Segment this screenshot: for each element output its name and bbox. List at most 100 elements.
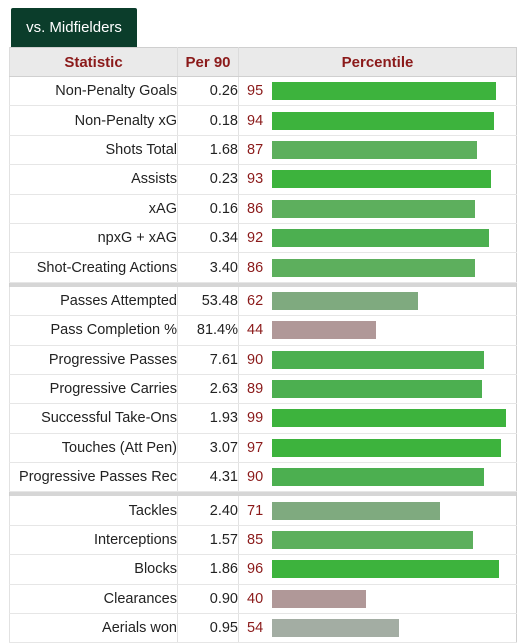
- group-separator: [9, 282, 517, 287]
- table-row: Interceptions 1.57 85: [9, 525, 517, 556]
- percentile-bar: [272, 380, 482, 399]
- table-row: Non-Penalty xG 0.18 94: [9, 105, 517, 136]
- percentile-bar: [272, 438, 501, 457]
- per90-value: 0.18: [177, 105, 239, 136]
- percentile-bar: [272, 589, 366, 608]
- percentile-cell: 90: [238, 345, 517, 375]
- table-row: xAG 0.16 86: [9, 194, 517, 224]
- percentile-cell: 92: [238, 223, 517, 254]
- stat-name: Touches (Att Pen): [9, 433, 178, 464]
- table-row: npxG + xAG 0.34 92: [9, 223, 517, 254]
- table-row: Passes Attempted 53.48 62: [9, 286, 517, 317]
- header-percentile[interactable]: Percentile: [238, 47, 517, 77]
- percentile-bar: [272, 111, 494, 130]
- stat-name: Pass Completion %: [9, 315, 178, 346]
- per90-value: 1.86: [177, 554, 239, 585]
- stat-name: Shot-Creating Actions: [9, 252, 178, 283]
- per90-value: 1.68: [177, 135, 239, 166]
- percentile-value: 89: [247, 381, 264, 398]
- percentile-bar: [272, 82, 496, 101]
- group-separator: [9, 491, 517, 497]
- stats-body: Non-Penalty Goals 0.26 95 Non-Penalty xG 0.1…: [9, 76, 517, 643]
- per90-value: 3.07: [177, 433, 239, 464]
- percentile-value: 99: [247, 410, 264, 427]
- stat-name: Interceptions: [9, 525, 178, 556]
- percentile-cell: 85: [238, 525, 517, 556]
- per90-value: 0.95: [177, 613, 239, 643]
- percentile-cell: 62: [238, 286, 517, 317]
- percentile-value: 97: [247, 439, 264, 456]
- stat-name: Blocks: [9, 554, 178, 585]
- header-statistic[interactable]: Statistic: [9, 47, 178, 77]
- tab-bar: vs. Midfielders: [9, 7, 516, 48]
- percentile-cell: 40: [238, 584, 517, 615]
- table-row: Touches (Att Pen) 3.07 97: [9, 433, 517, 464]
- percentile-value: 86: [247, 259, 264, 276]
- table-row: Shots Total 1.68 87: [9, 135, 517, 166]
- percentile-cell: 97: [238, 433, 517, 464]
- percentile-value: 92: [247, 230, 264, 247]
- percentile-bar: [272, 291, 418, 310]
- percentile-cell: 87: [238, 135, 517, 166]
- table-row: Successful Take-Ons 1.93 99: [9, 403, 517, 434]
- scouting-report-table: Statistic Per 90 Percentile Non-Penalty …: [9, 47, 517, 643]
- percentile-bar: [272, 170, 491, 189]
- percentile-value: 96: [247, 561, 264, 578]
- stat-name: xAG: [9, 194, 178, 224]
- percentile-cell: 95: [238, 76, 517, 107]
- percentile-cell: 89: [238, 374, 517, 405]
- percentile-cell: 94: [238, 105, 517, 136]
- per90-value: 0.23: [177, 164, 239, 195]
- percentile-bar: [272, 560, 499, 579]
- percentile-value: 44: [247, 322, 264, 339]
- percentile-cell: 86: [238, 252, 517, 283]
- stat-name: Progressive Carries: [9, 374, 178, 405]
- stat-name: Aerials won: [9, 613, 178, 643]
- per90-value: 4.31: [177, 462, 239, 493]
- table-row: Progressive Passes Rec 4.31 90: [9, 462, 517, 493]
- tab-vs-midfielders[interactable]: vs. Midfielders: [11, 8, 137, 47]
- percentile-value: 40: [247, 590, 264, 607]
- percentile-value: 71: [247, 502, 264, 519]
- per90-value: 0.16: [177, 194, 239, 224]
- percentile-value: 90: [247, 469, 264, 486]
- per90-value: 3.40: [177, 252, 239, 283]
- table-row: Non-Penalty Goals 0.26 95: [9, 76, 517, 107]
- per90-value: 81.4%: [177, 315, 239, 346]
- header-row: Statistic Per 90 Percentile: [9, 47, 517, 77]
- percentile-cell: 86: [238, 194, 517, 224]
- percentile-bar: [272, 140, 477, 159]
- percentile-bar: [272, 199, 475, 218]
- per90-value: 2.63: [177, 374, 239, 405]
- table-row: Shot-Creating Actions 3.40 86: [9, 252, 517, 283]
- percentile-cell: 99: [238, 403, 517, 434]
- stat-name: Clearances: [9, 584, 178, 615]
- per90-value: 1.57: [177, 525, 239, 556]
- per90-value: 1.93: [177, 403, 239, 434]
- separator-cell: [9, 491, 517, 497]
- percentile-cell: 90: [238, 462, 517, 493]
- table-row: Assists 0.23 93: [9, 164, 517, 195]
- per90-value: 7.61: [177, 345, 239, 375]
- percentile-value: 54: [247, 620, 264, 637]
- percentile-cell: 71: [238, 496, 517, 526]
- percentile-bar: [272, 468, 484, 487]
- percentile-bar: [272, 531, 473, 550]
- stat-name: Successful Take-Ons: [9, 403, 178, 434]
- percentile-bar: [272, 350, 484, 369]
- table-row: Progressive Carries 2.63 89: [9, 374, 517, 405]
- percentile-value: 62: [247, 292, 264, 309]
- percentile-bar: [272, 409, 506, 428]
- percentile-cell: 96: [238, 554, 517, 585]
- stat-name: Tackles: [9, 496, 178, 526]
- percentile-bar: [272, 321, 376, 340]
- per90-value: 2.40: [177, 496, 239, 526]
- percentile-bar: [272, 501, 440, 520]
- percentile-value: 90: [247, 351, 264, 368]
- table-row: Tackles 2.40 71: [9, 496, 517, 526]
- header-per90[interactable]: Per 90: [177, 47, 239, 77]
- stat-name: npxG + xAG: [9, 223, 178, 254]
- stat-name: Passes Attempted: [9, 286, 178, 317]
- stat-name: Progressive Passes: [9, 345, 178, 375]
- percentile-value: 95: [247, 83, 264, 100]
